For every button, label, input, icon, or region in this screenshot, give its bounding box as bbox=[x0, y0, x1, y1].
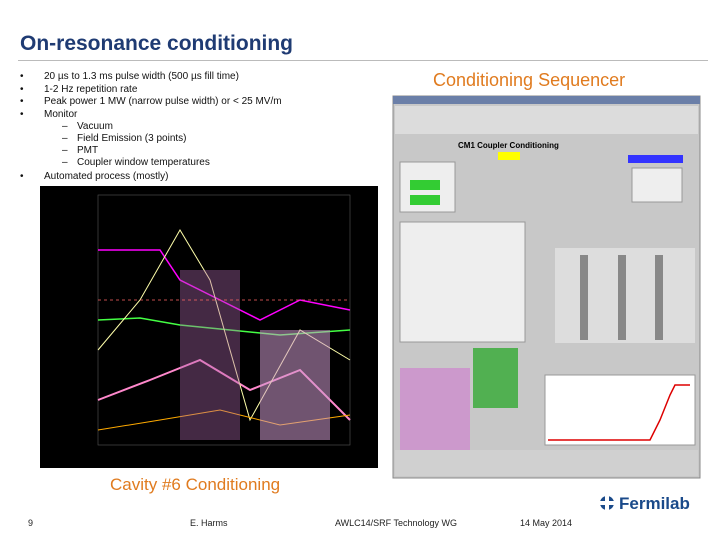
bullet-text: Peak power 1 MW (narrow pulse width) or … bbox=[44, 96, 282, 107]
bullet-text: 1-2 Hz repetition rate bbox=[44, 83, 138, 95]
sub-bullet-text: Field Emission (3 points) bbox=[77, 133, 187, 144]
bullet-dot: • bbox=[20, 171, 24, 182]
event: AWLC14/SRF Technology WG bbox=[335, 518, 458, 528]
author: E. Harms bbox=[190, 518, 228, 528]
sub-dash: – bbox=[62, 157, 68, 168]
sub-dash: – bbox=[62, 145, 68, 156]
sub-bullet-text: Vacuum bbox=[77, 121, 113, 132]
sub-dash: – bbox=[62, 121, 68, 132]
gui-image: CM1 Coupler Conditioning bbox=[392, 95, 701, 479]
bullet-text: 20 µs to 1.3 ms pulse width (500 µs fill… bbox=[44, 71, 239, 82]
bullet-dot: • bbox=[20, 71, 24, 82]
date: 14 May 2014 bbox=[520, 518, 573, 528]
logo-text: Fermilab bbox=[619, 494, 690, 513]
logo: Fermilab bbox=[600, 494, 690, 513]
sub-dash: – bbox=[62, 133, 68, 144]
sub-bullet-text: PMT bbox=[77, 145, 99, 156]
scope-image bbox=[40, 186, 378, 468]
title-rule bbox=[18, 60, 708, 61]
gui-heading: CM1 Coupler Conditioning bbox=[458, 141, 559, 150]
caption: Conditioning Sequencer bbox=[433, 70, 626, 90]
caption: Cavity #6 Conditioning bbox=[110, 475, 281, 494]
bullet-dot: • bbox=[20, 96, 24, 107]
page-number: 9 bbox=[28, 518, 34, 528]
bullet-dot: • bbox=[20, 83, 24, 95]
slide-title: On-resonance conditioning bbox=[20, 32, 294, 55]
bullet-text: Monitor bbox=[44, 108, 78, 120]
bullet-dot: • bbox=[20, 108, 24, 120]
sub-bullet-text: Coupler window temperatures bbox=[77, 157, 210, 168]
bullet-text: Automated process (mostly) bbox=[44, 171, 169, 182]
